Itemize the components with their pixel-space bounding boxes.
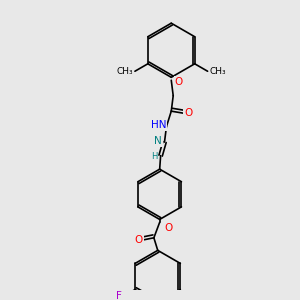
Text: O: O xyxy=(164,223,172,233)
Text: O: O xyxy=(184,108,193,118)
Text: CH₃: CH₃ xyxy=(116,67,133,76)
Text: CH₃: CH₃ xyxy=(209,67,226,76)
Text: O: O xyxy=(134,235,142,245)
Text: F: F xyxy=(116,291,122,300)
Text: O: O xyxy=(175,77,183,87)
Text: HN: HN xyxy=(151,120,167,130)
Text: H: H xyxy=(151,152,157,161)
Text: N: N xyxy=(154,136,162,146)
